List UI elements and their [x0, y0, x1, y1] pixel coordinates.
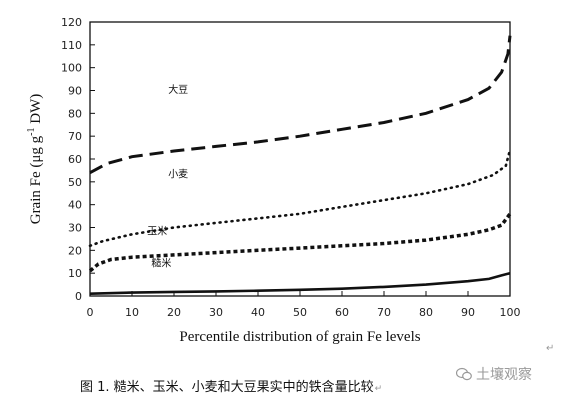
series-lines [88, 35, 512, 295]
series-label-2: 玉米 [147, 224, 167, 237]
y-axis-label-prefix: Grain Fe (μg g [28, 135, 44, 224]
series-line-2 [88, 212, 512, 273]
caption-mark: ↵ [374, 384, 383, 394]
y-tick-label: 0 [75, 290, 82, 303]
y-tick-label: 90 [68, 85, 82, 98]
x-tick-label: 100 [500, 306, 521, 319]
y-axis-label-sup: -1 [26, 127, 37, 135]
x-axis-label: Percentile distribution of grain Fe leve… [179, 329, 420, 345]
x-tick-label: 40 [251, 306, 265, 319]
y-tick-label: 110 [61, 39, 82, 52]
caption-text: 图 1. 糙米、玉米、小麦和大豆果实中的铁含量比较 [80, 380, 374, 395]
x-tick-label: 50 [293, 306, 307, 319]
series-label-3: 糙米 [151, 256, 171, 269]
series-line-3 [89, 271, 511, 295]
y-axis-label: Grain Fe (μg g-1 DW) [26, 94, 44, 225]
y-tick-label: 10 [68, 267, 82, 280]
y-axis-ticks: 0 10 20 30 40 50 60 70 80 90 100 110 120 [61, 16, 95, 303]
x-tick-label: 60 [335, 306, 349, 319]
series-line-0 [89, 35, 512, 175]
watermark-text: 土壤观察 [476, 367, 532, 383]
y-axis-label-suffix: DW) [28, 94, 44, 128]
x-tick-label: 10 [125, 306, 139, 319]
y-tick-label: 120 [61, 16, 82, 29]
series-label-0: 大豆 [168, 83, 188, 96]
y-tick-label: 80 [68, 107, 82, 120]
x-tick-label: 80 [419, 306, 433, 319]
watermark: 土壤观察 [456, 364, 532, 384]
y-tick-label: 30 [68, 222, 82, 235]
x-tick-label: 0 [87, 306, 94, 319]
y-tick-label: 100 [61, 62, 82, 75]
y-tick-label: 50 [68, 176, 82, 189]
x-tick-label: 30 [209, 306, 223, 319]
figure-caption: 图 1. 糙米、玉米、小麦和大豆果实中的铁含量比较↵ [80, 376, 382, 395]
wechat-icon [456, 367, 472, 381]
y-tick-label: 20 [68, 244, 82, 257]
series-label-1: 小麦 [168, 168, 188, 180]
x-tick-label: 20 [167, 306, 181, 319]
x-tick-label: 70 [377, 306, 391, 319]
y-tick-label: 60 [68, 153, 82, 166]
x-tick-label: 90 [461, 306, 475, 319]
y-tick-label: 70 [68, 130, 82, 143]
x-axis-ticks: 0 10 20 30 40 50 60 70 80 90 100 [87, 291, 521, 319]
paragraph-mark: ↵ [546, 343, 555, 354]
series-line-1 [88, 148, 512, 248]
y-tick-label: 40 [68, 199, 82, 212]
